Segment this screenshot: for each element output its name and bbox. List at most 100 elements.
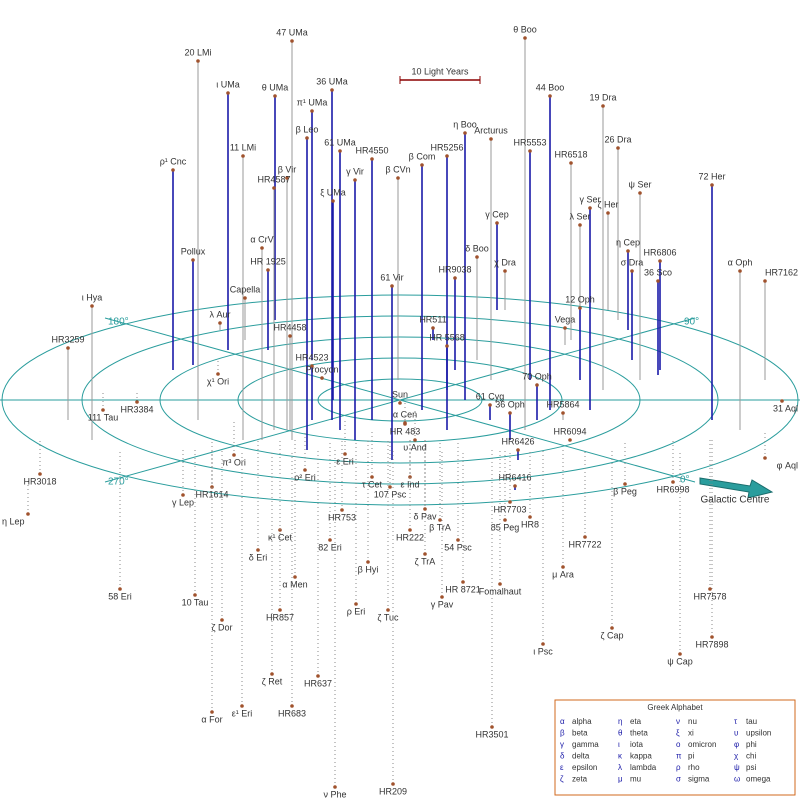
star-dot bbox=[630, 269, 634, 273]
legend-name: psi bbox=[746, 763, 756, 772]
star-label: 47 UMa bbox=[276, 27, 308, 37]
star-label: ζ Tuc bbox=[377, 612, 399, 622]
galactic-centre-label: Galactic Centre bbox=[701, 495, 770, 506]
star-dot bbox=[135, 400, 139, 404]
angle-label: 0° bbox=[680, 475, 690, 486]
star-dot bbox=[528, 149, 532, 153]
legend-symbol: η bbox=[618, 717, 622, 726]
star-label: HR4550 bbox=[355, 145, 388, 155]
star-label: Pollux bbox=[181, 246, 206, 256]
star-dot bbox=[181, 493, 185, 497]
star-dot bbox=[330, 88, 334, 92]
star-label: β TrA bbox=[429, 522, 451, 532]
arrow bbox=[699, 477, 774, 499]
star-label: λ Ser bbox=[569, 211, 590, 221]
star-dot bbox=[366, 560, 370, 564]
star-label: π³ Ori bbox=[222, 457, 246, 467]
star-label: ο² Eri bbox=[294, 472, 316, 482]
star-label: α CrV bbox=[250, 234, 273, 244]
legend-symbol: σ bbox=[676, 775, 681, 784]
star-label: θ UMa bbox=[262, 82, 289, 92]
star-label: HR7162 bbox=[765, 267, 798, 277]
legend-name: iota bbox=[630, 740, 643, 749]
star-label: Vega bbox=[555, 314, 576, 324]
legend-name: sigma bbox=[688, 775, 710, 784]
star-dot bbox=[503, 269, 507, 273]
star-dot bbox=[328, 538, 332, 542]
galactic-plane bbox=[0, 294, 800, 506]
star-label: HR753 bbox=[328, 512, 356, 522]
legend-name: gamma bbox=[572, 740, 599, 749]
legend-symbol: π bbox=[676, 752, 682, 761]
star-dot bbox=[563, 326, 567, 330]
star-label: β CVn bbox=[385, 164, 410, 174]
legend-name: zeta bbox=[572, 775, 588, 784]
star-label: HR8 bbox=[521, 519, 539, 529]
legend-symbol: ψ bbox=[734, 763, 740, 772]
star-dot bbox=[266, 268, 270, 272]
star-label: 20 LMi bbox=[184, 47, 211, 57]
star-dot bbox=[626, 249, 630, 253]
star-dot bbox=[601, 104, 605, 108]
star-label: HR7703 bbox=[493, 504, 526, 514]
star-dot bbox=[243, 296, 247, 300]
star-label: η Boo bbox=[453, 119, 477, 129]
star-label: α Cen bbox=[393, 409, 417, 419]
star-label: ψ Ser bbox=[629, 179, 652, 189]
star-dot bbox=[541, 642, 545, 646]
star-label: HR637 bbox=[304, 678, 332, 688]
star-dot bbox=[548, 94, 552, 98]
star-dot bbox=[440, 595, 444, 599]
legend-symbol: β bbox=[560, 729, 565, 738]
star-dot bbox=[232, 453, 236, 457]
star-label: 36 Sco bbox=[644, 267, 672, 277]
star-label: β Hyi bbox=[358, 564, 379, 574]
star-dot bbox=[290, 39, 294, 43]
star-label: η Lep bbox=[2, 516, 25, 526]
star-dot bbox=[338, 149, 342, 153]
star-label: HR6426 bbox=[501, 436, 534, 446]
star-dot bbox=[390, 284, 394, 288]
star-label: π¹ UMa bbox=[297, 97, 328, 107]
star-dot bbox=[656, 279, 660, 283]
star-label: α Oph bbox=[728, 257, 753, 267]
legend-name: pi bbox=[688, 752, 694, 761]
star-dot bbox=[461, 580, 465, 584]
legend-symbol: ο bbox=[676, 740, 681, 749]
star-label: σ Dra bbox=[621, 257, 644, 267]
star-dot bbox=[638, 191, 642, 195]
star-dot bbox=[528, 515, 532, 519]
star-label: HR4587 bbox=[257, 174, 290, 184]
legend-name: theta bbox=[630, 729, 648, 738]
star-dot bbox=[423, 552, 427, 556]
star-label: 31 Aql bbox=[773, 403, 798, 413]
star-label: ξ UMa bbox=[320, 187, 346, 197]
star-dot bbox=[391, 782, 395, 786]
star-label: HR6998 bbox=[656, 484, 689, 494]
star-dot bbox=[331, 199, 335, 203]
galactic-centre-marker: Galactic Centre bbox=[699, 477, 774, 506]
star-dot bbox=[370, 157, 374, 161]
star-dot bbox=[561, 411, 565, 415]
star-label: ρ Eri bbox=[347, 606, 366, 616]
star-label: ι Psc bbox=[533, 646, 553, 656]
star-label: ε Eri bbox=[336, 456, 354, 466]
star-label: 61 Vir bbox=[380, 272, 403, 282]
legend-symbol: φ bbox=[734, 740, 739, 749]
star-dot bbox=[370, 475, 374, 479]
star-dot bbox=[396, 176, 400, 180]
star-label: θ Boo bbox=[513, 24, 537, 34]
star-label: α Men bbox=[282, 579, 307, 589]
legend-symbol: λ bbox=[618, 763, 622, 772]
legend-symbol: δ bbox=[560, 752, 565, 761]
star-dot bbox=[678, 652, 682, 656]
star-label: φ Aql bbox=[777, 460, 798, 470]
star-dot bbox=[90, 304, 94, 308]
star-dot bbox=[386, 608, 390, 612]
star-label: 82 Eri bbox=[318, 542, 342, 552]
star-dot bbox=[463, 131, 467, 135]
star-dot bbox=[583, 535, 587, 539]
star-dot bbox=[763, 456, 767, 460]
